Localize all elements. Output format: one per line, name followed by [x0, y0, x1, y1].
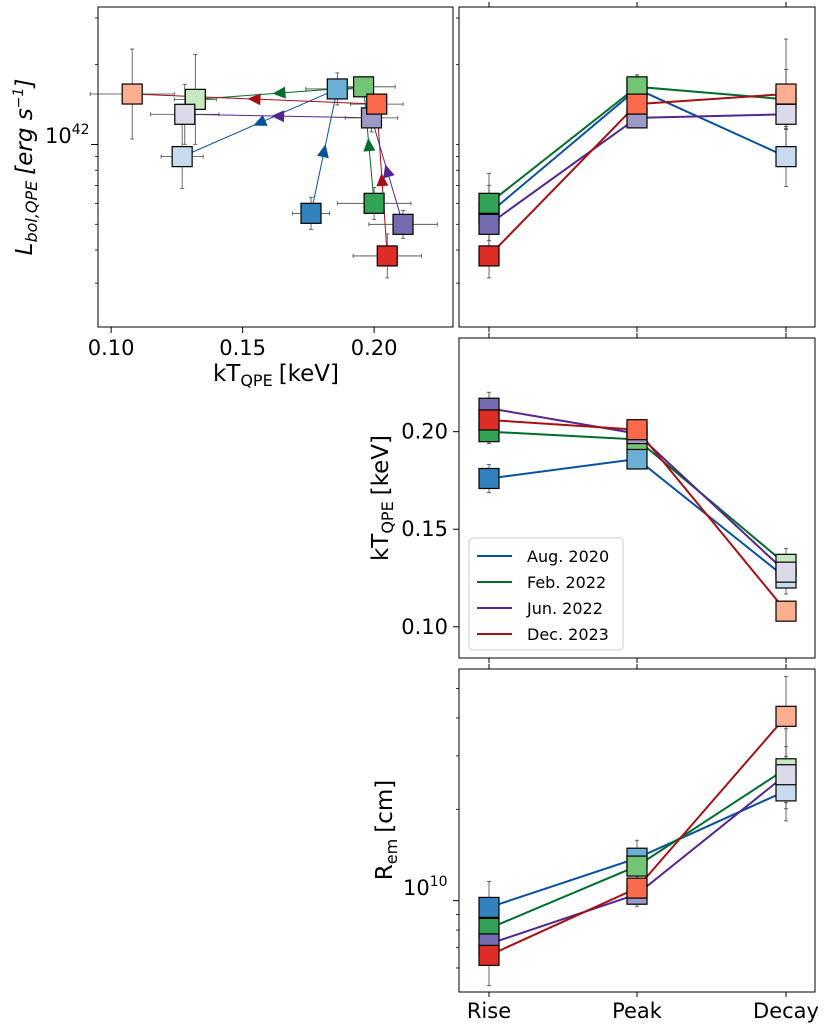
panel-luminosity-vs-temperature-marks — [89, 48, 438, 279]
point-dec-2023-peak — [626, 93, 648, 115]
marker-jun-2022-decay — [174, 103, 196, 125]
marker-feb-2022-peak — [352, 76, 375, 98]
x-tick-label-0.15: 0.15 — [219, 336, 266, 360]
y-axis-ticks: 0.10 0.15 0.20 — [401, 420, 459, 639]
point-dec-2023-decay — [775, 83, 797, 105]
arrow-feb-2022-0 — [363, 138, 376, 152]
x-tick-label-rise: Rise — [467, 999, 511, 1023]
x-tick-label-peak: Peak — [612, 999, 663, 1023]
point-dec-2023-rise — [478, 944, 500, 967]
legend-label-aug-2020: Aug. 2020 — [527, 547, 609, 566]
marker-aug-2020-peak — [326, 78, 348, 100]
legend: Aug. 2020 Feb. 2022 Jun. 2022 Dec. 2023 — [468, 537, 624, 651]
y-axis-label: Rem[cm] — [372, 780, 401, 880]
y-tick-label-0.20: 0.20 — [401, 420, 448, 444]
legend-label-dec-2023: Dec. 2023 — [527, 625, 609, 644]
panel-radius-by-phase: 1010 Rise Peak Decay Rem[cm] — [372, 664, 819, 1023]
track-dec-2023 — [132, 93, 388, 256]
point-aug-2020-peak — [626, 448, 648, 470]
y-axis-label: kTQPE[keV] — [368, 435, 397, 561]
marker-jun-2022-rise — [392, 213, 414, 235]
x-axis-ticks: 0.10 0.15 0.20 — [88, 327, 398, 360]
marker-feb-2022-rise — [363, 192, 385, 214]
y-tick-label-0.10: 0.10 — [401, 615, 448, 639]
point-dec-2023-peak — [626, 419, 648, 441]
panel-luminosity-vs-temperature-frame — [97, 6, 454, 328]
line-dec-2023 — [488, 715, 787, 957]
point-aug-2020-decay — [775, 146, 797, 168]
arrow-dec-2023-0 — [376, 173, 389, 187]
arrow-dec-2023-1 — [247, 93, 261, 106]
panel-temperature-by-phase-marks — [478, 333, 797, 663]
point-feb-2022-rise — [478, 192, 500, 214]
point-aug-2020-rise — [478, 467, 500, 490]
x-axis-ticks: Rise Peak Decay — [467, 999, 819, 1023]
panel-temperature-by-phase-frame — [458, 337, 816, 659]
arrow-aug-2020-0 — [317, 144, 329, 159]
panel-luminosity-vs-temperature: 0.10 0.15 0.20 1042 kTQPE [keV] Lbol,QPE[er… — [11, 6, 454, 390]
panel-radius-by-phase-marks — [478, 664, 797, 997]
y-tick-label-0.15: 0.15 — [401, 517, 448, 541]
x-axis-label: kTQPE [keV] — [213, 361, 339, 390]
panel-radius-by-phase-frame — [458, 668, 816, 993]
point-jun-2022-decay — [775, 764, 797, 786]
point-dec-2023-peak — [626, 877, 648, 899]
panel-luminosity-by-phase-marks — [456, 2, 797, 332]
y-axis-ticks: 1042 — [45, 17, 98, 284]
y-tick-label-1e42: 1042 — [45, 122, 90, 148]
point-aug-2020-rise — [478, 896, 500, 919]
marker-dec-2023-decay — [121, 83, 143, 105]
marker-aug-2020-decay — [171, 146, 193, 168]
point-jun-2022-decay — [775, 103, 797, 125]
point-feb-2022-peak — [626, 855, 648, 877]
arrow-jun-2022-1 — [271, 110, 285, 123]
x-tick-label-0.20: 0.20 — [351, 336, 398, 360]
point-dec-2023-decay — [775, 705, 797, 727]
y-tick-label-1e10: 1010 — [403, 874, 448, 900]
marker-dec-2023-peak — [366, 93, 388, 115]
marker-aug-2020-rise — [300, 202, 322, 224]
panel-luminosity-by-phase-frame — [458, 6, 816, 328]
legend-label-jun-2022: Jun. 2022 — [526, 599, 603, 618]
arrow-jun-2022-0 — [383, 164, 395, 179]
marker-dec-2023-rise — [376, 245, 398, 267]
point-dec-2023-rise — [478, 409, 500, 431]
legend-items: Aug. 2020 Feb. 2022 Jun. 2022 Dec. 2023 — [477, 547, 609, 644]
arrow-aug-2020-1 — [253, 114, 268, 126]
point-dec-2023-rise — [478, 245, 500, 267]
arrow-feb-2022-1 — [272, 86, 286, 99]
track-feb-2022 — [195, 86, 375, 204]
panel-temperature-by-phase: 0.10 0.15 0.20 kTQPE[keV] Aug. 2020 Feb. 20… — [368, 333, 816, 663]
legend-label-feb-2022: Feb. 2022 — [527, 573, 606, 592]
point-dec-2023-decay — [775, 600, 797, 622]
y-axis-ticks: 1010 — [403, 688, 459, 969]
panel-luminosity-by-phase — [456, 2, 816, 332]
legend-frame — [468, 537, 624, 651]
point-jun-2022-decay — [775, 561, 797, 583]
y-axis-label: Lbol,QPE[erg s−1] — [11, 79, 41, 256]
x-tick-label-decay: Decay — [753, 999, 819, 1023]
point-jun-2022-rise — [478, 213, 500, 235]
x-tick-label-0.10: 0.10 — [88, 336, 135, 360]
